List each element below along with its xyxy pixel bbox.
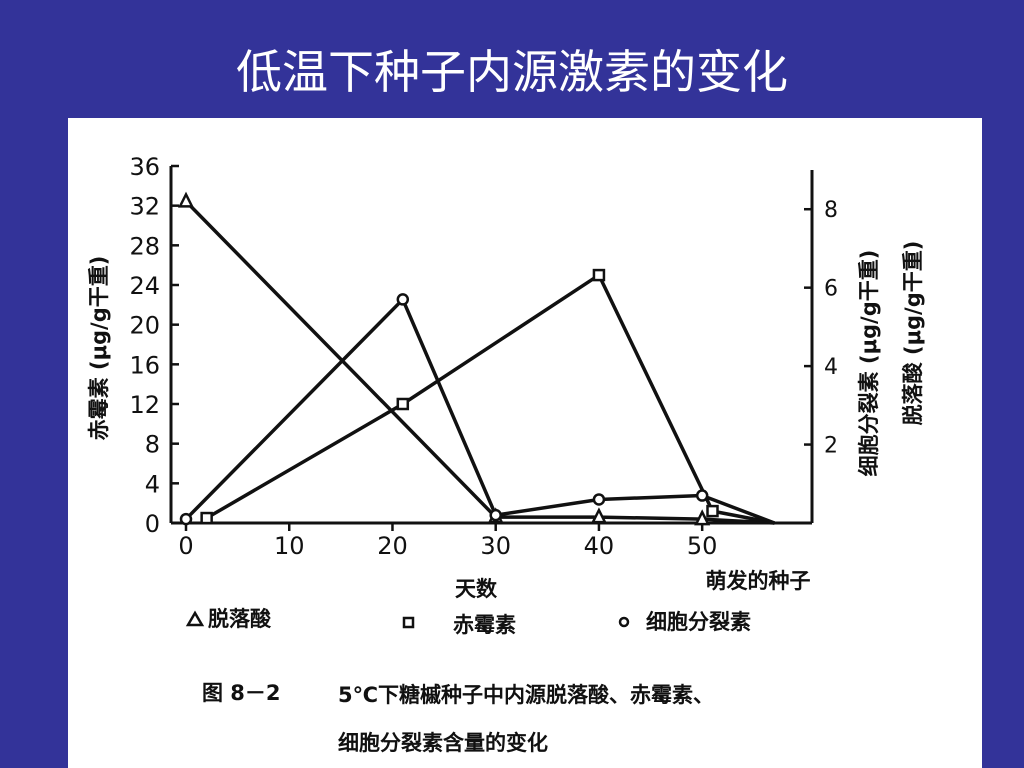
point-aba bbox=[694, 509, 711, 526]
legend-triangle-marker bbox=[185, 610, 205, 627]
legend-item-cytokinin: 细胞分裂素 bbox=[618, 610, 751, 634]
y-left-tick-label: 8 bbox=[145, 431, 160, 459]
point-cytokinin bbox=[179, 512, 193, 526]
x-axis-label: 天数 bbox=[455, 577, 498, 601]
x-tick-label: 50 bbox=[687, 532, 718, 560]
y-left-tick-label: 36 bbox=[129, 153, 160, 181]
point-gibberellin bbox=[592, 268, 606, 282]
legend-item-gibberellin: 赤霉素 bbox=[402, 613, 516, 637]
figure-caption: 图 8－2 5℃下糖槭种子中内源脱落酸、赤霉素、 细胞分裂素含量的变化 bbox=[202, 681, 714, 755]
y-left-tick-label: 28 bbox=[129, 232, 160, 260]
legend-item-aba: 脱落酸 bbox=[185, 607, 272, 631]
y-right-tick-label: 8 bbox=[824, 198, 838, 223]
x-tick-label: 0 bbox=[178, 532, 193, 560]
series-line-aba bbox=[184, 200, 775, 525]
y-left-tick-label: 16 bbox=[129, 351, 160, 379]
point-cytokinin bbox=[592, 493, 606, 506]
series bbox=[177, 191, 776, 526]
y-right-axis-label-cytokinin: 细胞分裂素 (μg/g干重) bbox=[857, 250, 881, 477]
slide-title: 低温下种子内源激素的变化 bbox=[236, 45, 788, 99]
x-tick-label: 30 bbox=[480, 532, 511, 560]
legend-label-gibberellin: 赤霉素 bbox=[453, 613, 516, 637]
point-gibberellin bbox=[706, 504, 719, 518]
y-left-tick-label: 24 bbox=[129, 272, 160, 300]
legend-circle-marker bbox=[618, 616, 630, 628]
point-cytokinin bbox=[489, 508, 502, 522]
y-left-tick-label: 32 bbox=[129, 193, 160, 221]
point-aba bbox=[177, 191, 195, 208]
point-aba bbox=[590, 507, 607, 524]
caption-line-1: 5℃下糖槭种子中内源脱落酸、赤霉素、 bbox=[338, 683, 714, 707]
x-tick-label: 10 bbox=[274, 532, 305, 560]
legend-label-aba: 脱落酸 bbox=[208, 607, 272, 631]
series-line-cytokinin bbox=[184, 297, 776, 525]
figure-panel: 0 4 8 12 16 20 24 28 32 36 2 4 6 8 0 10 20 30 40 50 赤霉素 (μg… bbox=[68, 118, 982, 768]
series-line-gibberellin bbox=[205, 273, 775, 525]
y-right-tick-label: 2 bbox=[824, 434, 838, 459]
y-right-tick-label: 6 bbox=[824, 277, 838, 302]
point-gibberellin bbox=[396, 397, 410, 411]
point-cytokinin bbox=[396, 293, 410, 306]
y-left-tick-label: 4 bbox=[145, 470, 160, 498]
y-left-axis-label: 赤霉素 (μg/g干重) bbox=[87, 256, 111, 441]
x-extra-label: 萌发的种子 bbox=[706, 569, 811, 593]
y-right-axis-label-aba: 脱落酸 (μg/g干重) bbox=[901, 241, 925, 426]
y-left-tick-label: 0 bbox=[145, 510, 160, 538]
y-left-tick-label: 20 bbox=[129, 312, 160, 340]
legend-square-marker bbox=[402, 616, 415, 629]
legend: 脱落酸 赤霉素 细胞分裂素 bbox=[185, 607, 751, 637]
point-cytokinin bbox=[695, 489, 709, 502]
caption-line-2: 细胞分裂素含量的变化 bbox=[338, 731, 548, 755]
point-gibberellin bbox=[200, 511, 213, 525]
caption-figure-number: 图 8－2 bbox=[202, 681, 281, 705]
x-tick-label: 40 bbox=[584, 532, 615, 560]
y-right-tick-label: 4 bbox=[824, 355, 838, 380]
y-left-tick-label: 12 bbox=[129, 391, 160, 419]
legend-label-cytokinin: 细胞分裂素 bbox=[646, 610, 751, 634]
x-tick-label: 20 bbox=[377, 532, 408, 560]
